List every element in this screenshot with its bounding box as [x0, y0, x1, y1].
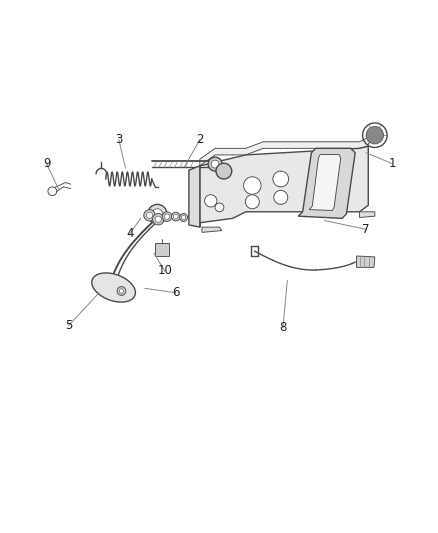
Circle shape [144, 209, 155, 221]
Polygon shape [308, 155, 340, 211]
Polygon shape [297, 148, 354, 219]
Text: 10: 10 [157, 264, 172, 277]
Circle shape [204, 195, 216, 207]
Text: 3: 3 [115, 133, 122, 146]
Circle shape [171, 212, 180, 221]
Circle shape [162, 212, 171, 221]
Circle shape [152, 209, 162, 219]
Circle shape [273, 190, 287, 204]
Circle shape [215, 163, 231, 179]
Circle shape [245, 195, 259, 209]
Circle shape [208, 157, 222, 171]
Circle shape [48, 187, 57, 196]
Circle shape [117, 287, 126, 295]
Circle shape [211, 160, 219, 168]
Polygon shape [359, 212, 374, 217]
FancyBboxPatch shape [154, 243, 168, 256]
Polygon shape [356, 256, 374, 268]
Circle shape [148, 204, 166, 224]
Text: 1: 1 [388, 157, 395, 170]
Polygon shape [188, 166, 199, 227]
Polygon shape [201, 227, 221, 232]
Circle shape [173, 214, 178, 219]
Polygon shape [199, 146, 367, 227]
Text: 6: 6 [172, 286, 179, 299]
Circle shape [365, 126, 383, 144]
Circle shape [215, 203, 223, 212]
Text: 4: 4 [126, 227, 133, 240]
Text: 5: 5 [65, 319, 72, 332]
Circle shape [179, 214, 187, 221]
Polygon shape [92, 273, 135, 302]
Circle shape [119, 289, 124, 293]
Text: 2: 2 [196, 133, 203, 146]
Circle shape [155, 216, 161, 222]
Text: 7: 7 [361, 223, 369, 236]
Circle shape [181, 215, 185, 220]
Text: 8: 8 [279, 321, 286, 334]
Circle shape [152, 214, 163, 225]
Circle shape [243, 177, 261, 195]
Circle shape [164, 214, 169, 219]
Circle shape [146, 212, 152, 219]
Polygon shape [199, 135, 374, 166]
Text: 9: 9 [43, 157, 50, 170]
Circle shape [272, 171, 288, 187]
